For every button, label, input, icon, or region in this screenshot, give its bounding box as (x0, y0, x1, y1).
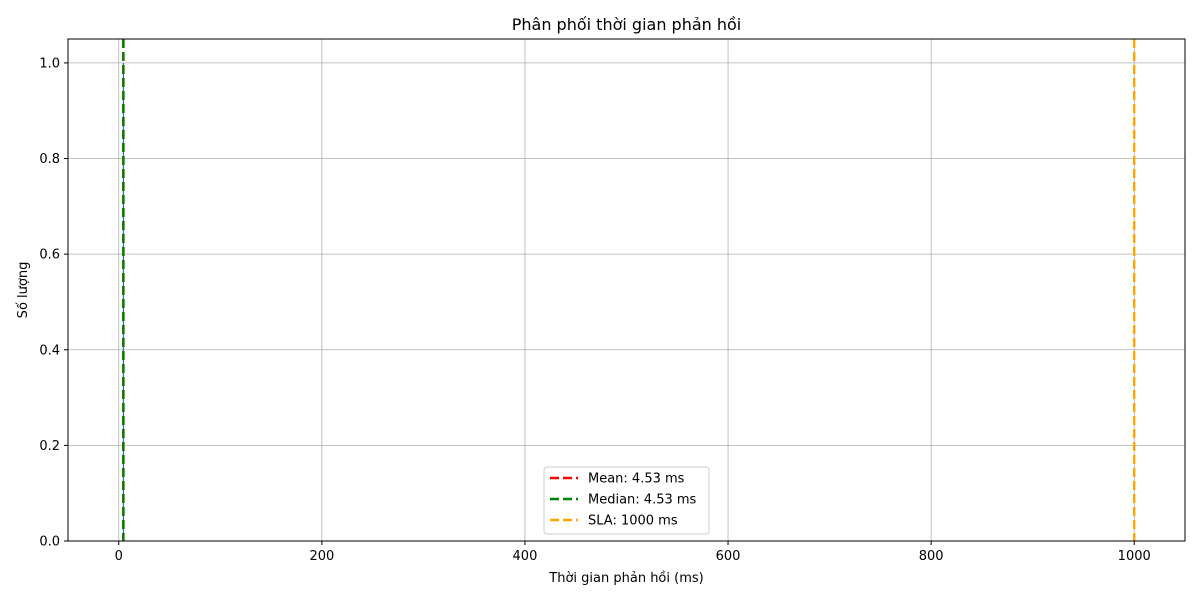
x-tick-label: 0 (115, 549, 123, 564)
x-tick-label: 600 (716, 549, 741, 564)
plot-area-frame (67, 38, 1186, 542)
y-axis-ticks: 0.0 0.2 0.4 0.6 0.8 1.0 (39, 56, 68, 550)
x-axis-label: Thời gian phản hồi (ms) (548, 571, 703, 586)
x-tick-label: 1000 (1118, 549, 1151, 564)
y-tick-label: 0.8 (39, 152, 60, 167)
legend: Mean: 4.53 ms Median: 4.53 ms SLA: 1000 ms (543, 466, 710, 535)
x-tick-label: 800 (919, 549, 944, 564)
y-tick-label: 1.0 (39, 56, 60, 71)
legend-box (543, 466, 710, 535)
y-tick-label: 0.4 (39, 343, 60, 358)
reference-lines (122, 39, 1136, 541)
legend-entry-label: SLA: 1000 ms (588, 514, 678, 529)
y-tick-label: 0.0 (39, 535, 60, 550)
legend-entry-label: Mean: 4.53 ms (588, 472, 685, 487)
chart-title: Phân phối thời gian phản hồi (512, 15, 742, 34)
y-tick-label: 0.6 (39, 248, 60, 263)
y-tick-label: 0.2 (39, 439, 60, 454)
x-tick-label: 200 (309, 549, 334, 564)
x-tick-label: 400 (513, 549, 538, 564)
x-axis-ticks: 0 200 400 600 800 1000 (115, 541, 1151, 564)
y-axis-label: Số lượng (16, 262, 31, 319)
legend-entry-label: Median: 4.53 ms (588, 493, 697, 508)
